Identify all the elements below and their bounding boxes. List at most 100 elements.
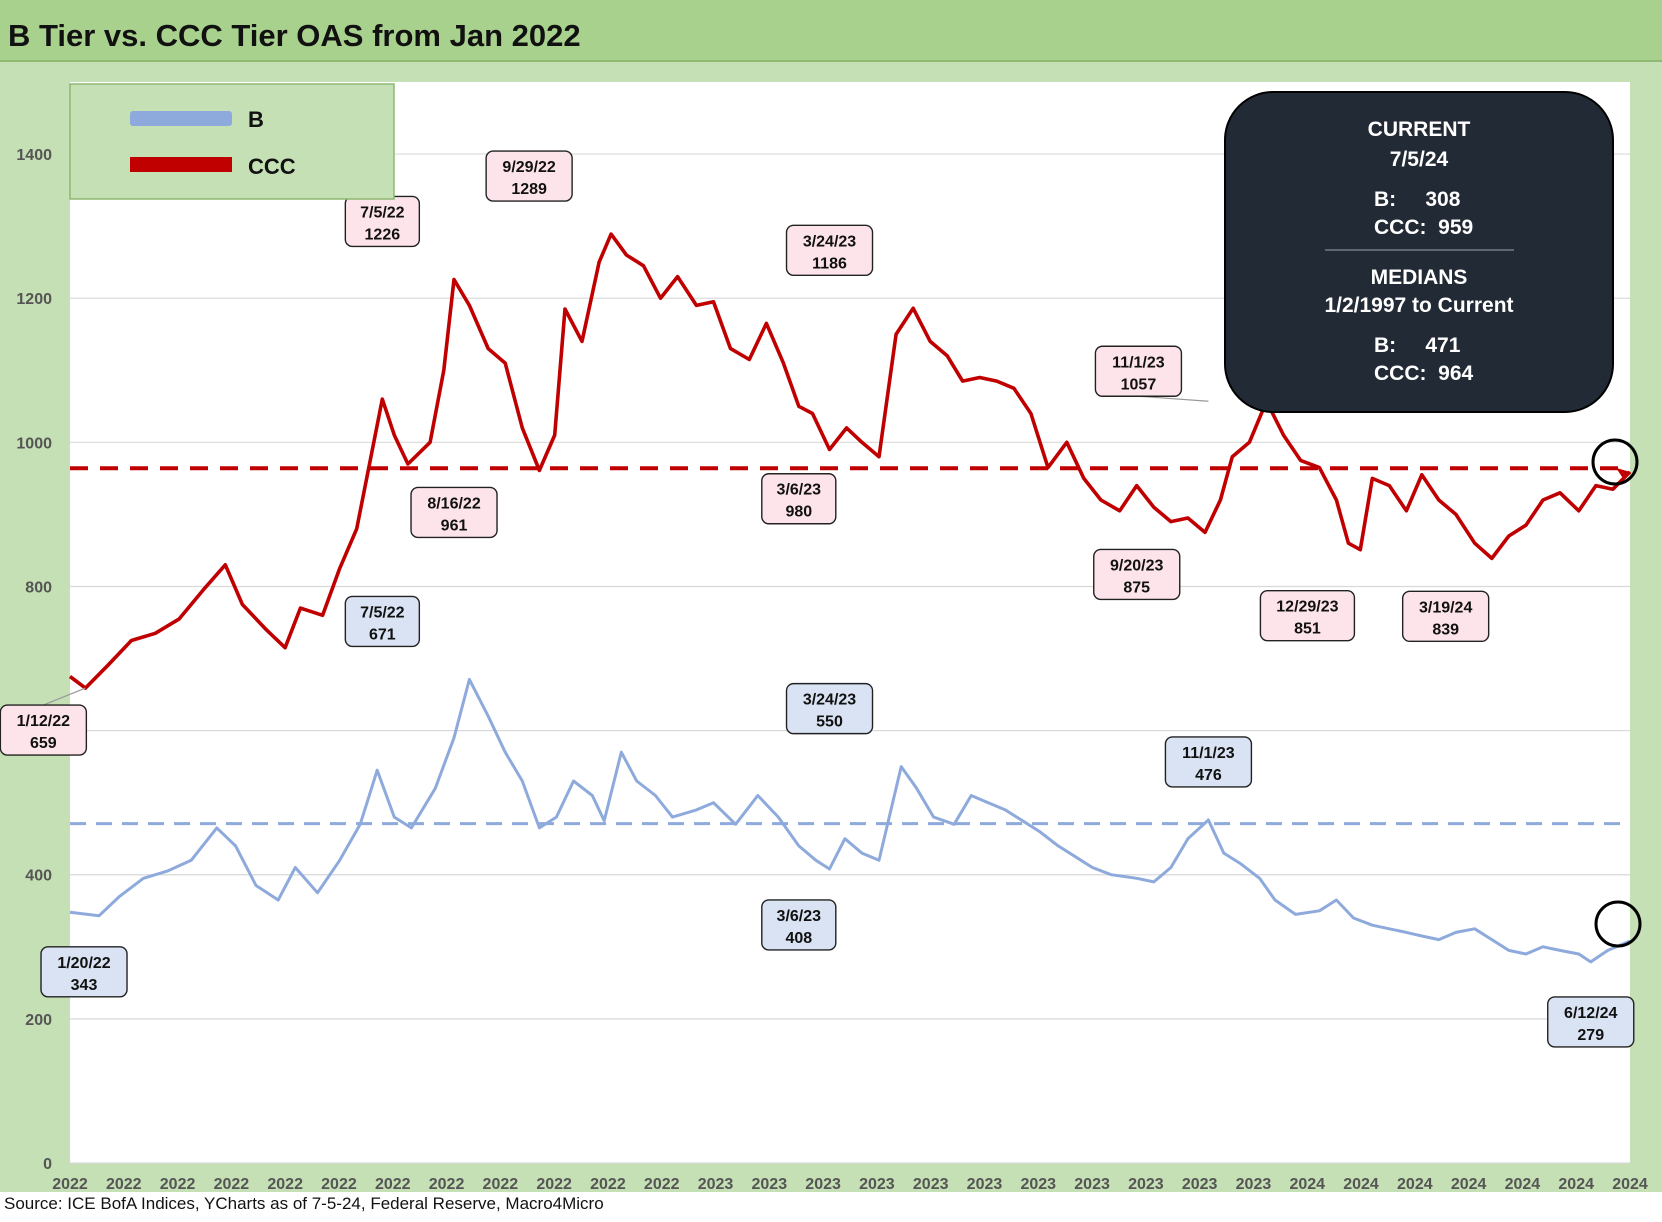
label-value: 980 <box>785 504 812 521</box>
label-box <box>40 946 128 998</box>
label-value: 343 <box>71 977 98 994</box>
data-labels: 1/12/22 659 7/5/22 1226 8/16/22 961 9/29/22 128… <box>0 150 1635 1048</box>
label-box <box>410 486 498 539</box>
legend-label-b: B <box>248 107 264 132</box>
legend-swatch-ccc <box>130 157 232 172</box>
x-tick-label: 2024 <box>1558 1176 1594 1192</box>
info-current-label: CURRENT <box>1368 118 1471 141</box>
x-tick-label: 2024 <box>1505 1176 1541 1192</box>
x-tick-label: 2023 <box>1182 1176 1218 1192</box>
ccc-series-line <box>68 232 1632 690</box>
legend-swatch-b <box>130 111 232 126</box>
chart-svg: 0200400600800100012001400 20222022202220… <box>0 82 1648 1193</box>
label-date: 7/5/22 <box>360 204 405 221</box>
ccc-data-label: 3/19/24 839 <box>1401 590 1490 643</box>
x-tick-label: 2023 <box>1236 1176 1272 1192</box>
ccc-end-arrow <box>1616 467 1630 480</box>
label-value: 839 <box>1432 621 1459 638</box>
label-date: 3/6/23 <box>777 908 822 925</box>
label-leader <box>43 687 86 706</box>
label-box <box>1164 736 1253 788</box>
label-date: 9/29/22 <box>502 159 555 176</box>
info-current-ccc: CCC: 959 <box>1374 216 1473 239</box>
chart-area: 0200400600800100012001400 20222022202220… <box>0 62 1662 1193</box>
label-box <box>1401 590 1490 643</box>
chart-title: B Tier vs. CCC Tier OAS from Jan 2022 <box>8 18 581 53</box>
label-date: 12/29/23 <box>1276 599 1338 616</box>
x-tick-label: 2023 <box>1074 1176 1110 1192</box>
label-box <box>1547 996 1635 1048</box>
label-value: 1186 <box>812 255 847 272</box>
title-bar: B Tier vs. CCC Tier OAS from Jan 2022 <box>0 0 1662 62</box>
y-tick-label: 1200 <box>16 291 52 308</box>
info-box: CURRENT 7/5/24 B: 308 CCC: 959 MEDIANS 1… <box>1224 91 1614 413</box>
x-tick-label: 2022 <box>429 1176 465 1192</box>
info-medians-range: 1/2/1997 to Current <box>1324 294 1513 317</box>
b-data-label: 3/6/23 408 <box>761 899 837 951</box>
label-value: 279 <box>1577 1027 1604 1044</box>
label-box <box>344 595 421 648</box>
b-data-label: 6/12/24 279 <box>1547 996 1635 1048</box>
x-tick-label: 2023 <box>913 1176 949 1192</box>
label-box <box>785 224 874 276</box>
label-value: 476 <box>1195 767 1222 784</box>
y-tick-label: 1400 <box>16 147 52 164</box>
legend: B CCC <box>69 83 395 200</box>
label-value: 1289 <box>511 181 547 198</box>
ccc-data-label: 12/29/23 851 <box>1259 590 1356 642</box>
label-value: 961 <box>441 517 468 534</box>
x-tick-label: 2024 <box>1451 1176 1487 1192</box>
label-date: 8/16/22 <box>427 495 480 512</box>
label-box <box>1093 548 1181 601</box>
x-tick-label: 2022 <box>214 1176 250 1192</box>
x-tick-label: 2022 <box>644 1176 680 1192</box>
label-box <box>485 150 573 202</box>
b-data-label: 7/5/22 671 <box>344 595 421 648</box>
x-tick-label: 2023 <box>698 1176 734 1192</box>
label-leader <box>1138 395 1209 402</box>
b-current-circle <box>1594 900 1642 948</box>
x-tick-label: 2024 <box>1397 1176 1433 1192</box>
legend-box <box>69 83 395 200</box>
label-box <box>761 899 837 951</box>
x-tick-label: 2023 <box>752 1176 788 1192</box>
source-note: Source: ICE BofA Indices, YCharts as of … <box>4 1194 604 1213</box>
legend-label-ccc: CCC <box>248 154 296 179</box>
x-axis-ticks: 2022 2022 2022 2022 2022 2022 2022 2022 2022 2022… <box>52 1176 1648 1193</box>
label-value: 671 <box>369 626 396 643</box>
ccc-data-label: 9/29/22 1289 <box>485 150 573 202</box>
label-value: 659 <box>30 735 57 752</box>
ccc-data-label: 8/16/22 961 <box>410 486 498 539</box>
median-lines <box>70 466 1630 826</box>
y-tick-label: 0 <box>43 1156 52 1173</box>
label-date: 1/20/22 <box>57 955 110 972</box>
label-date: 11/1/23 <box>1182 745 1235 762</box>
x-tick-label: 2024 <box>1343 1176 1379 1192</box>
x-tick-label: 2023 <box>1128 1176 1164 1192</box>
label-date: 7/5/22 <box>360 604 405 621</box>
y-tick-label: 200 <box>25 1012 52 1029</box>
label-date: 1/12/22 <box>17 713 70 730</box>
label-value: 550 <box>816 714 843 731</box>
ccc-data-label: 9/20/23 875 <box>1093 548 1181 601</box>
label-value: 851 <box>1294 621 1321 638</box>
label-date: 11/1/23 <box>1112 354 1165 371</box>
x-tick-label: 2023 <box>805 1176 841 1192</box>
x-tick-label: 2022 <box>375 1176 411 1192</box>
info-median-ccc: CCC: 964 <box>1374 362 1474 385</box>
info-box-background <box>1224 91 1614 413</box>
info-current-b: B: 308 <box>1374 188 1461 211</box>
x-tick-label: 2022 <box>590 1176 626 1192</box>
x-tick-label: 2023 <box>859 1176 895 1192</box>
label-value: 1226 <box>365 226 401 243</box>
label-date: 3/24/23 <box>803 233 856 250</box>
x-tick-label: 2022 <box>160 1176 196 1192</box>
label-value: 408 <box>785 930 812 947</box>
label-date: 3/24/23 <box>803 692 856 709</box>
x-tick-label: 2022 <box>52 1176 88 1192</box>
ccc-data-label: 7/5/22 1226 <box>344 195 421 248</box>
label-box <box>1094 345 1183 397</box>
y-tick-label: 1000 <box>16 435 52 452</box>
y-axis-ticks: 0200400600800100012001400 <box>16 147 52 1173</box>
